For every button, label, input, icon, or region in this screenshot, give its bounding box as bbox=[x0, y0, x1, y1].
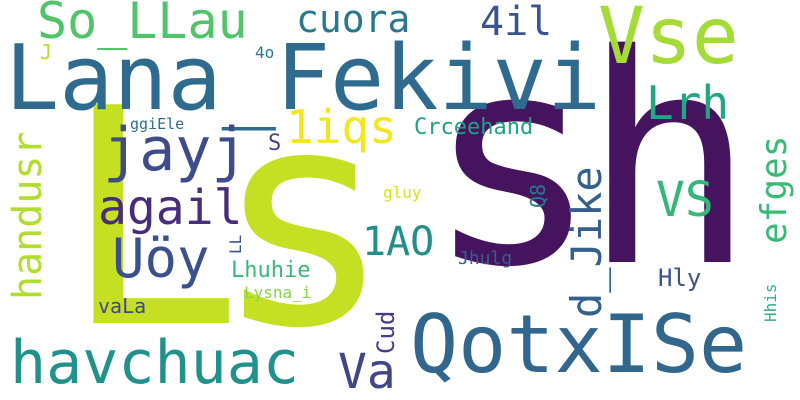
word-s: S bbox=[268, 131, 282, 156]
word-va: Va bbox=[338, 344, 396, 400]
word-handusr: d_Jike bbox=[562, 166, 611, 318]
word-cud: Lhuhie bbox=[231, 258, 311, 283]
word-1iqs: 1iqs bbox=[286, 100, 397, 154]
word-hhis: Hhis bbox=[761, 283, 780, 322]
word-agail: agail bbox=[98, 180, 243, 236]
word-vala: vaLa bbox=[98, 294, 147, 318]
word-uoy: Uöy bbox=[112, 227, 210, 290]
word-j: J bbox=[40, 40, 53, 64]
word-vse: Vse bbox=[598, 0, 739, 82]
word-ls: Ls bbox=[62, 45, 393, 394]
word-jayj: jayj bbox=[103, 115, 248, 185]
word-1ao: 1AO bbox=[362, 219, 435, 265]
word-ggiele: ggiEle bbox=[130, 115, 185, 133]
word-ll: LL bbox=[226, 234, 245, 254]
word-d-jike: efges bbox=[754, 135, 795, 244]
word-efges: Cud bbox=[372, 310, 400, 354]
word-jhulg: Jhulg bbox=[458, 248, 513, 269]
word-sh: sh bbox=[425, 0, 756, 331]
word-4o: 4o bbox=[255, 43, 275, 62]
word-lysna-i: Lysna_i bbox=[244, 283, 312, 302]
word-cuora: cuora bbox=[296, 0, 411, 41]
word-4il: 4il bbox=[480, 0, 553, 45]
word-lrh: Lrh bbox=[646, 76, 730, 130]
word-qotxise: QotxISe bbox=[410, 298, 748, 391]
word-so-llau: So_LLau bbox=[37, 0, 248, 50]
word-q8: Q8 bbox=[526, 183, 550, 208]
word-havchuac: havchuac bbox=[10, 328, 299, 398]
word-lana-fekivi: Lana_Fekivi bbox=[5, 26, 602, 131]
word-crceehand: Crceehand bbox=[414, 115, 534, 140]
word-vs: VS bbox=[656, 172, 714, 228]
word-gluy: gluy bbox=[383, 183, 422, 202]
word-hly: Hly bbox=[658, 264, 702, 292]
word-lhuhie: handusr bbox=[5, 131, 51, 300]
